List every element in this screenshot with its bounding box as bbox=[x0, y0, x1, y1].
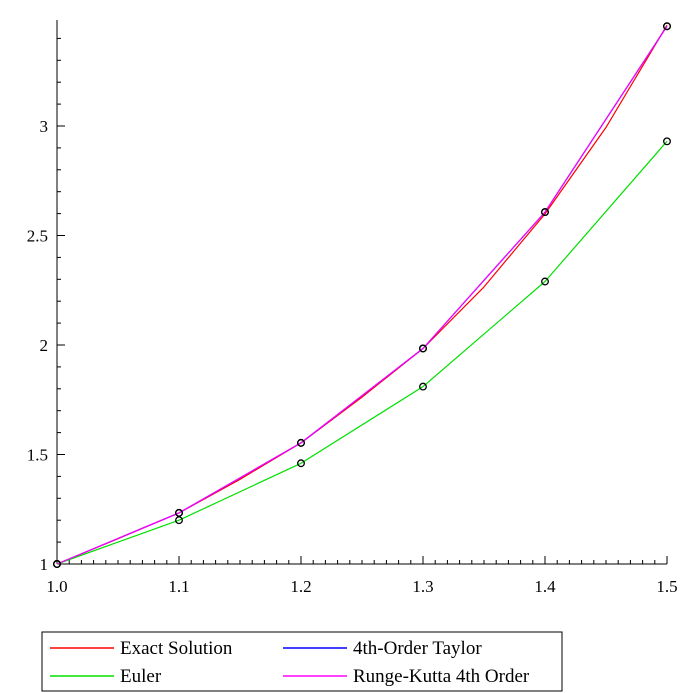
y-tick-label: 2.5 bbox=[27, 227, 48, 246]
data-point-runge-kutta-4th-order bbox=[297, 438, 305, 447]
data-point-runge-kutta-4th-order bbox=[419, 344, 427, 353]
x-tick-label: 1.3 bbox=[412, 577, 433, 596]
y-tick-label: 1.5 bbox=[27, 446, 48, 465]
data-point-runge-kutta-4th-order bbox=[175, 508, 183, 517]
data-point-euler bbox=[541, 277, 549, 286]
series-lines bbox=[56, 24, 668, 565]
data-point-euler bbox=[297, 459, 305, 468]
series-line-exact-solution bbox=[56, 24, 668, 565]
axes: 1 1.5 2 2.5 3 1.0 1.1 1.2 1.3 1.4 1.5 bbox=[27, 20, 678, 596]
x-tick-label: 1.1 bbox=[168, 577, 189, 596]
x-tick-label: 1.2 bbox=[290, 577, 311, 596]
series-line-4th-order-taylor bbox=[56, 25, 668, 565]
x-tick-label: 1.4 bbox=[534, 577, 556, 596]
legend-label-euler: Euler bbox=[120, 666, 162, 687]
x-tick-label: 1.5 bbox=[656, 577, 677, 596]
data-point-runge-kutta-4th-order bbox=[53, 560, 61, 568]
data-point-runge-kutta-4th-order bbox=[663, 22, 671, 31]
series-line-euler bbox=[56, 140, 668, 565]
legend-label-exact-solution: Exact Solution bbox=[120, 638, 233, 659]
series-line-runge-kutta-4th-order bbox=[56, 25, 668, 565]
data-point-euler bbox=[175, 516, 183, 525]
legend-label-runge-kutta-4th-order: Runge-Kutta 4th Order bbox=[353, 666, 530, 687]
legend: Exact Solution 4th-Order Taylor Euler Runge… bbox=[41, 631, 563, 692]
x-tick-label: 1.0 bbox=[46, 577, 67, 596]
y-tick-label: 1 bbox=[40, 555, 49, 574]
data-point-runge-kutta-4th-order bbox=[541, 208, 549, 217]
y-tick-label: 3 bbox=[40, 117, 49, 136]
legend-box bbox=[41, 631, 563, 692]
legend-label-4th-order-taylor: 4th-Order Taylor bbox=[353, 638, 482, 659]
data-point-euler bbox=[663, 137, 671, 146]
data-point-euler bbox=[419, 382, 427, 391]
series-markers bbox=[53, 22, 671, 568]
y-tick-label: 2 bbox=[40, 336, 49, 355]
